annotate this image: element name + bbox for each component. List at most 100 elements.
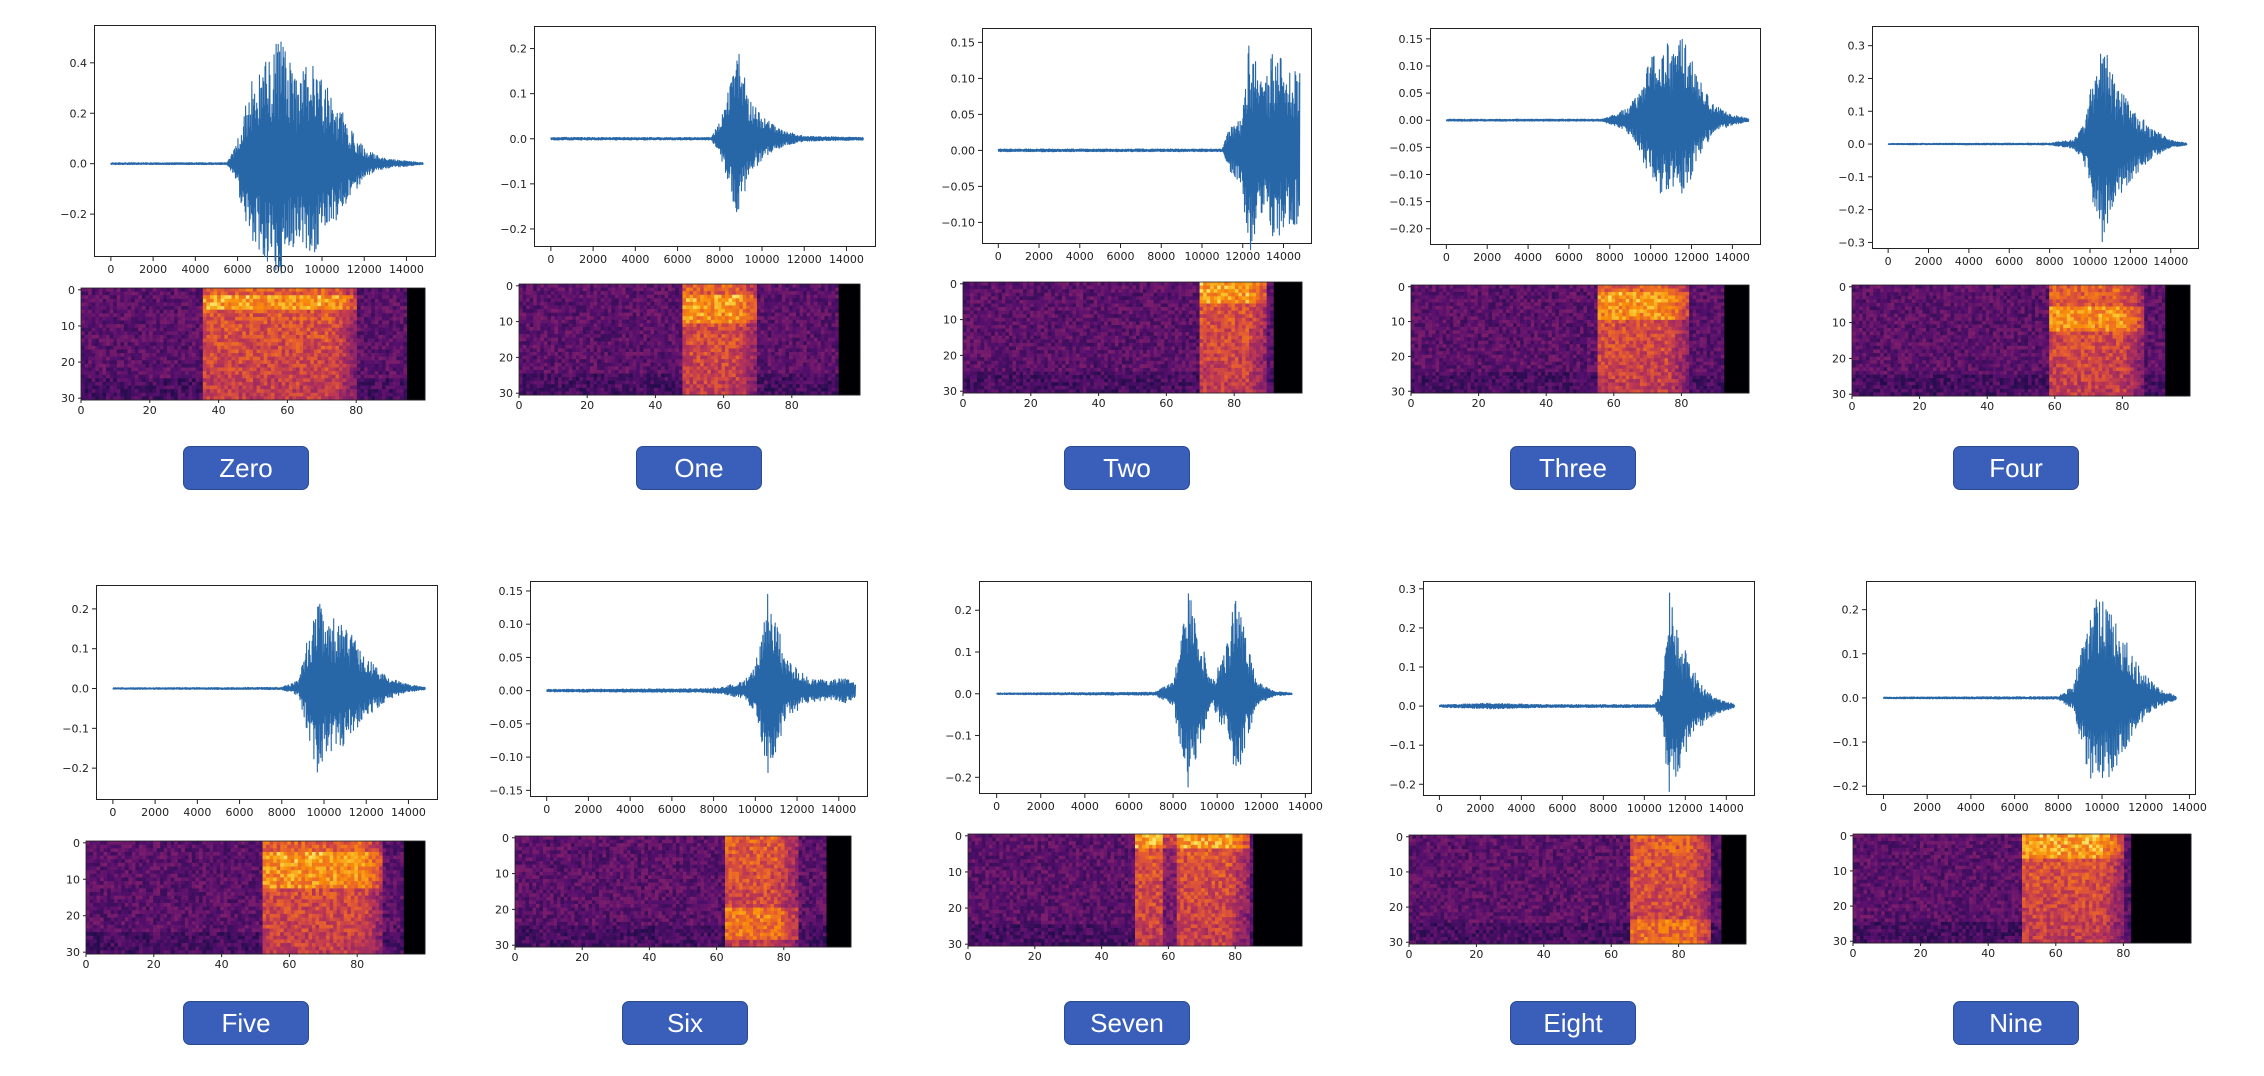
x-tick-label: 12000 [1668, 802, 1703, 815]
spectrogram-seven: 0 20 40 60 80 0 10 20 30 [948, 830, 1303, 963]
digit-button-eight[interactable]: Eight [1510, 1001, 1636, 1045]
y-tick-label: −0.10 [489, 751, 523, 764]
spectrogram-x-tick-label: 20 [1469, 948, 1483, 961]
spectrogram-x-tick-label: 40 [215, 958, 229, 971]
spectrogram-y-tick-label: 0 [1398, 281, 1405, 294]
x-tick-label: 12000 [1674, 251, 1709, 264]
waveform-chart-two: 0 2000 4000 6000 8000 10000 12000 14000 −0.10 −0.… [941, 28, 1312, 263]
spectrogram-y-tick-label: 20 [495, 903, 509, 916]
x-tick-label: 0 [1436, 802, 1443, 815]
spectrogram-y-tick-label: 10 [1832, 317, 1846, 330]
spectrogram-nine: 0 20 40 60 80 0 10 20 30 [1833, 830, 2192, 960]
spectrogram-cells [1852, 285, 2191, 397]
x-tick-label: 12000 [1244, 800, 1279, 813]
y-tick-label: 0.1 [1848, 105, 1866, 118]
waveform-line [110, 41, 424, 274]
spectrogram-cells [515, 836, 852, 948]
spectrogram-x-tick-label: 0 [1849, 400, 1856, 413]
x-tick-label: 4000 [1955, 255, 1983, 268]
digit-button-three[interactable]: Three [1510, 446, 1636, 490]
spectrogram-y-tick-label: 0 [955, 830, 962, 843]
x-tick-label: 8000 [1147, 250, 1175, 263]
spectrogram-x-tick-label: 80 [777, 951, 791, 964]
spectrogram-x-tick-label: 80 [1674, 397, 1688, 410]
spectrogram-y-tick-label: 30 [943, 385, 957, 398]
y-tick-label: −0.05 [489, 718, 523, 731]
x-tick-label: 8000 [700, 803, 728, 816]
y-tick-label: 0.2 [1842, 604, 1860, 617]
y-tick-label: 0.1 [510, 88, 528, 101]
x-tick-label: 12000 [780, 803, 815, 816]
spectrogram-frame [1408, 834, 1747, 945]
x-tick-label: 8000 [2036, 255, 2064, 268]
y-tick-label: −0.3 [1838, 236, 1865, 249]
y-tick-label: 0.0 [70, 158, 88, 171]
x-tick-label: 6000 [1555, 251, 1583, 264]
x-tick-label: 8000 [1589, 802, 1617, 815]
waveform-line [996, 593, 1293, 788]
spectrogram-x-tick-label: 60 [1604, 948, 1618, 961]
y-tick-label: −0.10 [1389, 168, 1423, 181]
digit-button-two[interactable]: Two [1064, 446, 1190, 490]
spectrogram-x-tick-label: 40 [1095, 950, 1109, 963]
x-tick-label: 10000 [1185, 250, 1220, 263]
waveform-chart-four: 0 2000 4000 6000 8000 10000 12000 14000 −0.3 −0.2… [1838, 26, 2199, 268]
spectrogram-y-tick-label: 10 [943, 314, 957, 327]
spectrogram-cells [1409, 835, 1747, 945]
x-tick-label: 0 [1880, 801, 1887, 814]
spectrogram-y-tick-label: 10 [495, 868, 509, 881]
x-tick-label: 0 [543, 803, 550, 816]
x-tick-label: 12000 [2113, 255, 2148, 268]
digit-button-five[interactable]: Five [183, 1001, 309, 1045]
x-tick-label: 6000 [2001, 801, 2029, 814]
digit-button-zero[interactable]: Zero [183, 446, 309, 490]
y-tick-label: 0.0 [510, 133, 528, 146]
spectrogram-x-tick-label: 20 [580, 399, 594, 412]
x-tick-label: 0 [993, 800, 1000, 813]
x-tick-label: 10000 [1633, 251, 1668, 264]
y-tick-label: −0.2 [945, 771, 972, 784]
x-tick-label: 12000 [349, 806, 384, 819]
x-tick-label: 10000 [1627, 802, 1662, 815]
x-tick-label: 2000 [1027, 800, 1055, 813]
spectrogram-cells [81, 288, 426, 401]
y-tick-label: 0.05 [499, 651, 524, 664]
x-tick-label: 14000 [2172, 801, 2207, 814]
x-tick-label: 14000 [389, 263, 424, 276]
x-tick-label: 6000 [664, 253, 692, 266]
spectrogram-x-tick-label: 80 [2116, 947, 2130, 960]
spectrogram-y-tick-label: 20 [1391, 350, 1405, 363]
y-tick-label: −0.15 [489, 784, 523, 797]
spectrogram-y-tick-label: 20 [943, 349, 957, 362]
y-tick-label: −0.2 [60, 208, 87, 221]
spectrogram-x-tick-label: 20 [1914, 947, 1928, 960]
x-tick-label: 6000 [1107, 250, 1135, 263]
digit-button-nine[interactable]: Nine [1953, 1001, 2079, 1045]
spectrogram-one: 0 20 40 60 80 0 10 20 30 [499, 280, 861, 412]
digit-button-four[interactable]: Four [1953, 446, 2079, 490]
x-tick-label: 4000 [1071, 800, 1099, 813]
y-tick-label: −0.2 [1838, 204, 1865, 217]
spectrogram-y-tick-label: 0 [1839, 281, 1846, 294]
spectrogram-y-tick-label: 0 [506, 280, 513, 293]
x-tick-label: 6000 [1115, 800, 1143, 813]
x-tick-label: 10000 [738, 803, 773, 816]
x-tick-label: 14000 [2153, 255, 2188, 268]
waveform-chart-six: 0 2000 4000 6000 8000 10000 12000 14000 −0.15 −0.… [489, 581, 868, 816]
spectrogram-cells [963, 282, 1303, 394]
x-tick-label: 2000 [1473, 251, 1501, 264]
spectrogram-y-tick-label: 10 [499, 316, 513, 329]
digit-button-seven[interactable]: Seven [1064, 1001, 1190, 1045]
x-tick-label: 6000 [658, 803, 686, 816]
y-tick-label: −0.2 [62, 762, 89, 775]
x-tick-label: 12000 [347, 263, 382, 276]
x-tick-label: 2000 [141, 806, 169, 819]
digit-button-one[interactable]: One [636, 446, 762, 490]
x-tick-label: 10000 [1200, 800, 1235, 813]
spectrogram-y-tick-label: 30 [948, 938, 962, 951]
spectrogram-zero: 0 20 40 60 80 0 10 20 30 [61, 284, 426, 417]
digit-button-six[interactable]: Six [622, 1001, 748, 1045]
x-tick-label: 6000 [224, 263, 252, 276]
spectrogram-x-tick-label: 60 [280, 404, 294, 417]
